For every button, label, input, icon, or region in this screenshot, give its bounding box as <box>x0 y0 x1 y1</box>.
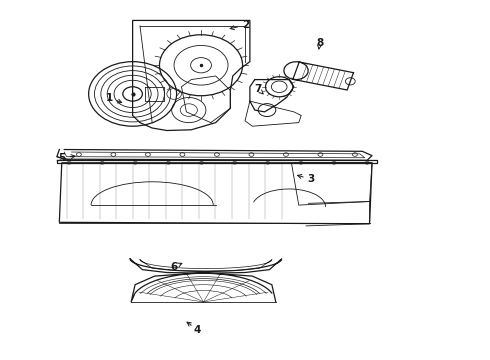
Text: 3: 3 <box>307 174 315 184</box>
Text: 6: 6 <box>171 262 178 272</box>
Text: 8: 8 <box>316 38 323 48</box>
Text: 1: 1 <box>105 93 113 103</box>
Text: 7: 7 <box>254 84 262 94</box>
Text: 4: 4 <box>194 325 201 335</box>
Text: 5: 5 <box>59 153 66 163</box>
Polygon shape <box>57 160 377 163</box>
Text: 2: 2 <box>243 20 249 30</box>
